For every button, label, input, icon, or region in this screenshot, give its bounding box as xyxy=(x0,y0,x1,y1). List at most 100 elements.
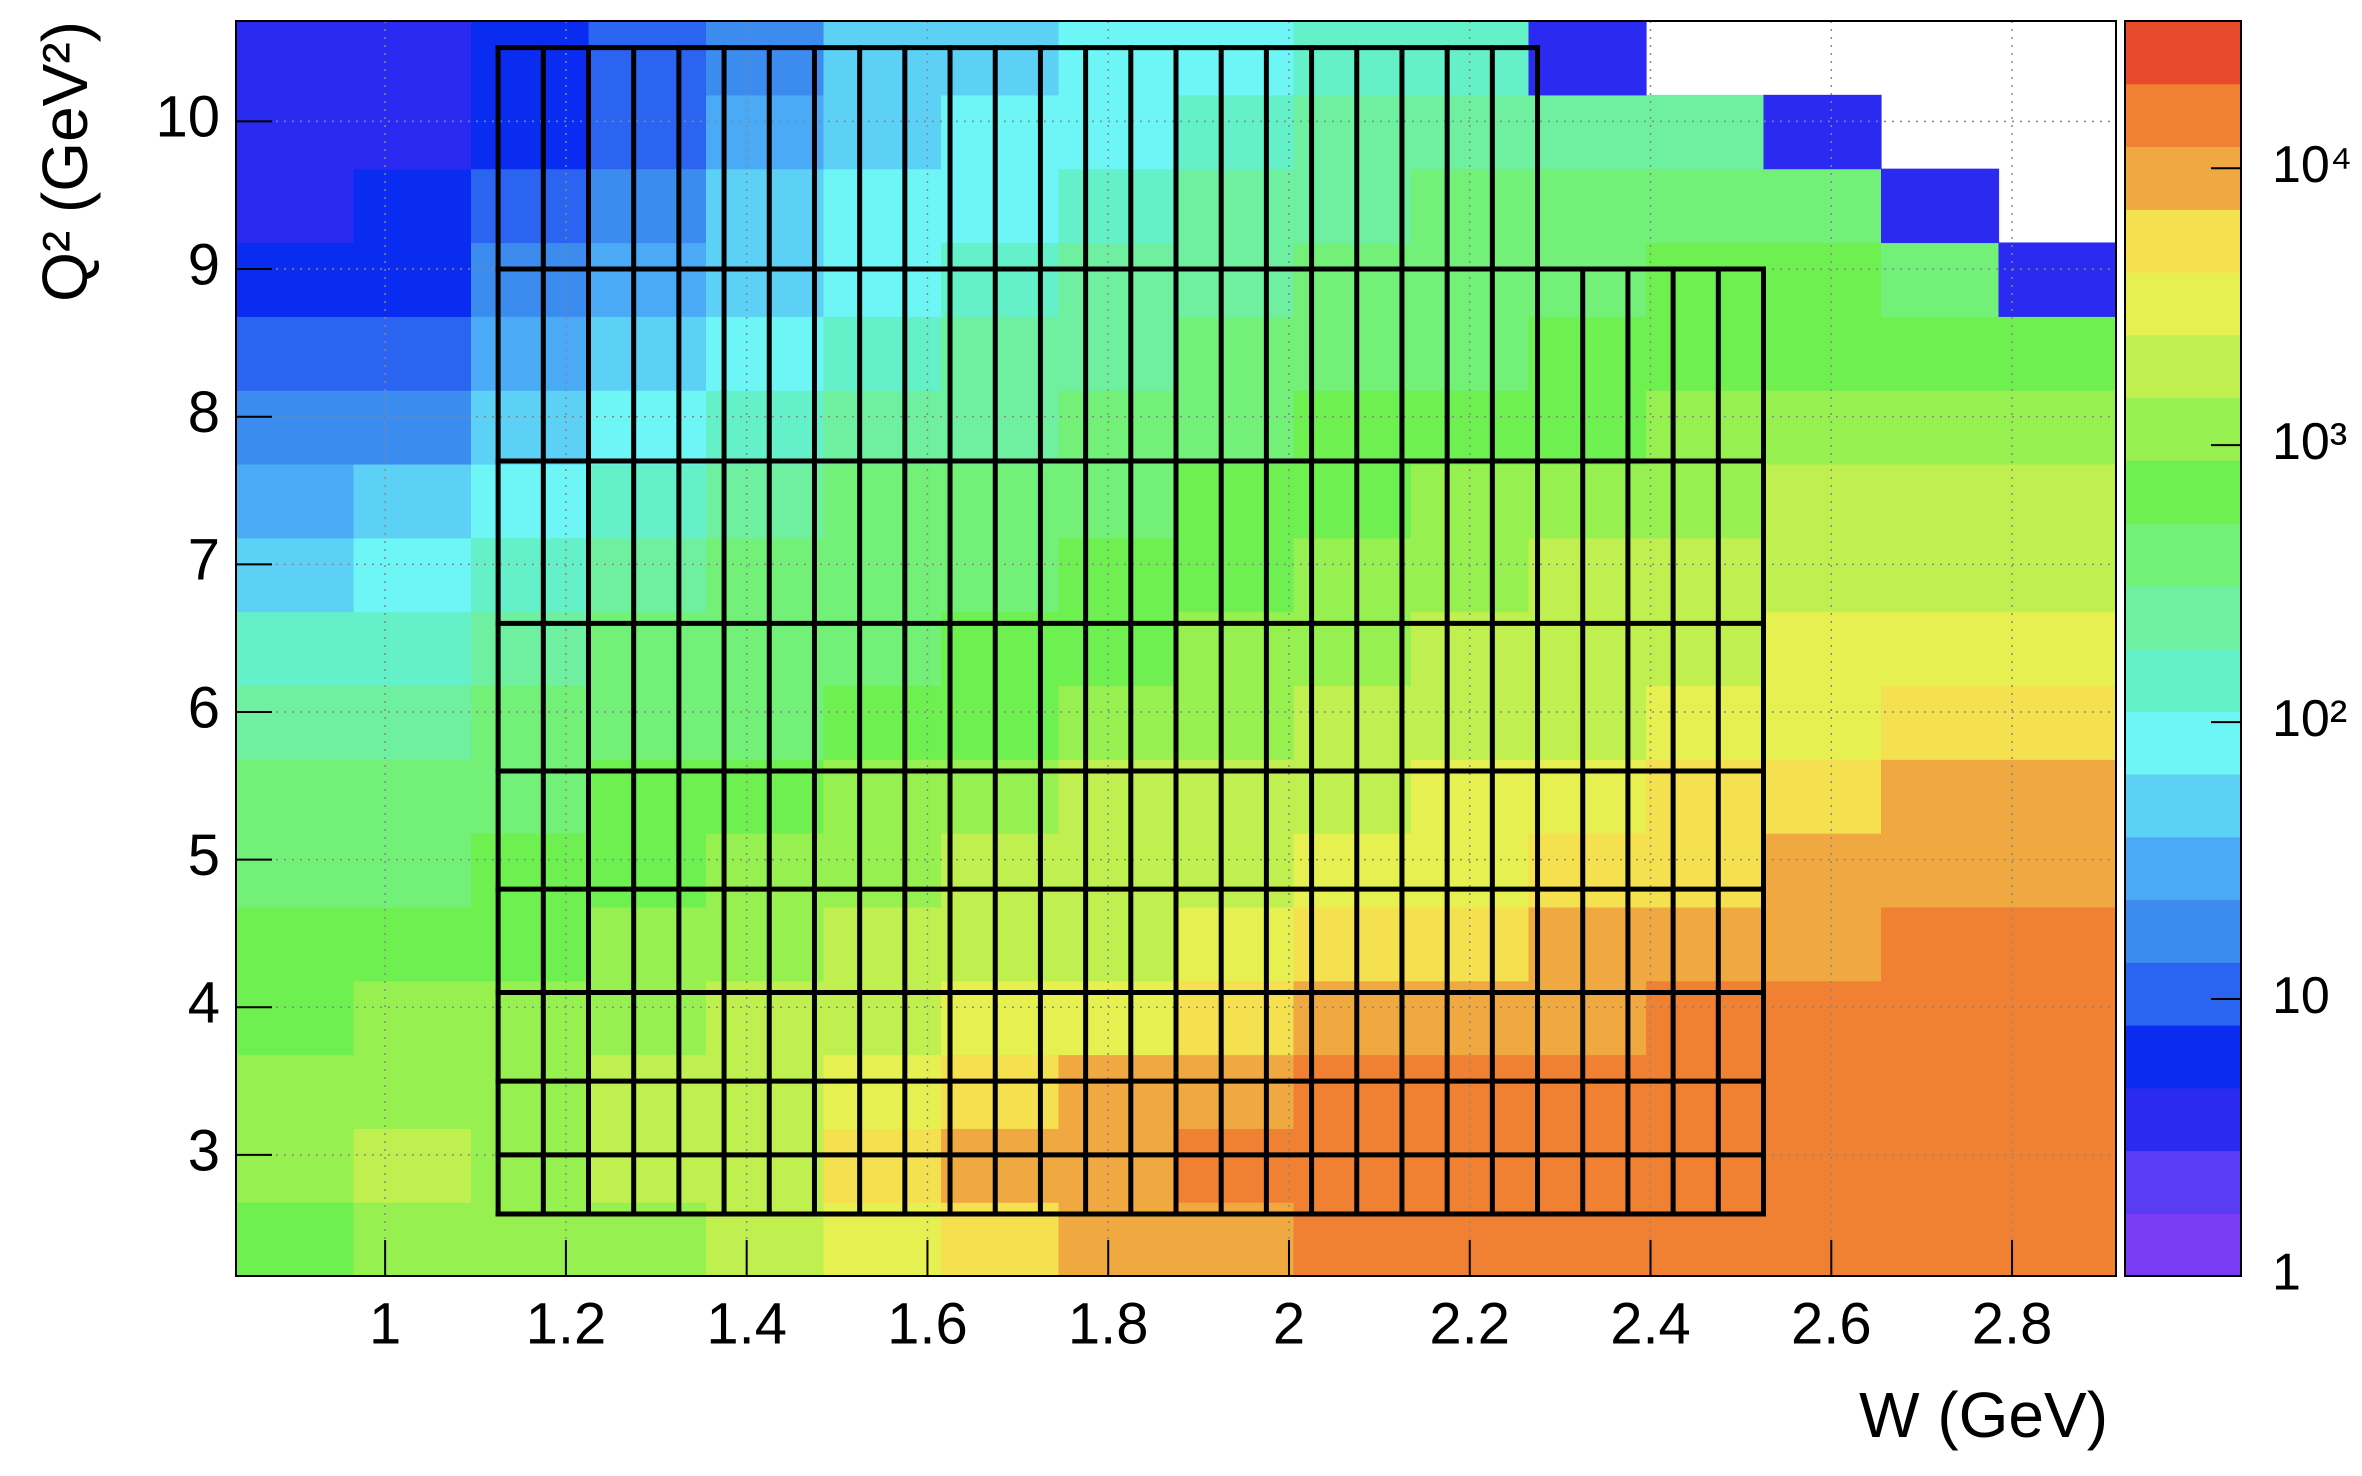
x-tick-label: 1.4 xyxy=(706,1291,787,1356)
heat-cell xyxy=(1998,1202,2117,1277)
heat-cell xyxy=(236,242,355,317)
y-axis-title: Q² (GeV²) xyxy=(29,21,101,302)
heat-cell xyxy=(353,94,472,170)
heat-cell xyxy=(471,1128,590,1203)
heat-cell xyxy=(1058,242,1177,317)
heat-cell xyxy=(1881,537,2000,613)
heat-cell xyxy=(236,611,355,687)
heat-cell xyxy=(236,21,355,96)
heat-cell xyxy=(1763,94,1882,170)
heat-cell xyxy=(588,242,707,317)
heat-cell xyxy=(1176,316,1295,391)
heat-cell xyxy=(1176,906,1295,982)
heat-cell xyxy=(1176,168,1295,244)
heat-cell xyxy=(1528,94,1647,170)
colorbar-band xyxy=(2125,774,2241,838)
heat-cell xyxy=(823,94,942,170)
heat-cell xyxy=(471,390,590,465)
heat-cell xyxy=(353,537,472,613)
heat-cell xyxy=(1998,833,2117,908)
heat-cell xyxy=(1998,759,2117,834)
colorbar-band xyxy=(2125,21,2241,85)
colorbar-band xyxy=(2125,397,2241,461)
heat-cell xyxy=(1763,1054,1882,1129)
x-tick-label: 2 xyxy=(1273,1291,1305,1356)
heat-cell xyxy=(823,21,942,96)
heat-cell xyxy=(1646,242,1765,317)
x-tick-label: 2.2 xyxy=(1429,1291,1510,1356)
heat-cell xyxy=(823,1054,942,1129)
heat-cell xyxy=(1646,537,1765,613)
heat-cell xyxy=(353,980,472,1056)
heat-cell xyxy=(1058,1054,1177,1129)
heat-cell xyxy=(1058,537,1177,613)
heat-cell xyxy=(353,1128,472,1203)
heat-cell xyxy=(1881,759,2000,834)
heat-cell xyxy=(353,1054,472,1129)
heat-cell xyxy=(588,21,707,96)
colorbar-band xyxy=(2125,272,2241,336)
heat-cell xyxy=(471,537,590,613)
colorbar-band xyxy=(2125,460,2241,524)
x-axis-title: W (GeV) xyxy=(1859,1379,2108,1451)
y-tick-label: 6 xyxy=(188,675,220,740)
heat-cell xyxy=(1881,1128,2000,1203)
heat-cell xyxy=(1881,611,2000,687)
heat-cell xyxy=(588,1128,707,1203)
heat-cell xyxy=(236,906,355,982)
heat-cell xyxy=(823,906,942,982)
colorbar-band xyxy=(2125,209,2241,273)
heat-cell xyxy=(1176,94,1295,170)
heat-cell xyxy=(1763,1202,1882,1277)
heat-cell xyxy=(1763,537,1882,613)
heat-cell xyxy=(1411,1054,1530,1129)
heat-cell xyxy=(1763,390,1882,465)
heat-cell xyxy=(823,685,942,760)
heat-cell xyxy=(236,685,355,760)
heat-cell xyxy=(471,168,590,244)
x-tick-label: 2.8 xyxy=(1972,1291,2053,1356)
heat-cell xyxy=(1058,685,1177,760)
heat-cell xyxy=(1058,833,1177,908)
heat-cell xyxy=(1763,759,1882,834)
colorbar-band xyxy=(2125,899,2241,963)
heat-cell xyxy=(1411,685,1530,760)
heat-cell xyxy=(1646,168,1765,244)
heat-cell xyxy=(588,463,707,539)
heat-cell xyxy=(353,242,472,317)
heat-cell xyxy=(1763,833,1882,908)
colorbar-band xyxy=(2125,83,2241,148)
heat-cell xyxy=(1646,685,1765,760)
heat-cell xyxy=(1646,94,1765,170)
colorbar-band xyxy=(2125,648,2241,712)
heat-cell xyxy=(1058,463,1177,539)
heat-cell xyxy=(236,980,355,1056)
heat-cell xyxy=(1176,833,1295,908)
heat-cell xyxy=(1528,168,1647,244)
heat-cell xyxy=(1176,1128,1295,1203)
heat-cell xyxy=(1998,316,2117,391)
heat-cell xyxy=(353,833,472,908)
heat-cell xyxy=(353,906,472,982)
heat-cell xyxy=(1763,611,1882,687)
heat-cell xyxy=(1881,685,2000,760)
colorbar-tick-label: 1 xyxy=(2272,1244,2301,1302)
heat-cell xyxy=(1646,1054,1765,1129)
heat-cell xyxy=(823,833,942,908)
heat-cell xyxy=(1058,390,1177,465)
heat-cell xyxy=(1881,833,2000,908)
heat-cell xyxy=(1998,537,2117,613)
heat-cell xyxy=(588,168,707,244)
heat-cell xyxy=(1058,316,1177,391)
heat-cell xyxy=(1646,1128,1765,1203)
colorbar-tick-label: 10⁴ xyxy=(2272,136,2352,194)
heat-cell xyxy=(1763,463,1882,539)
heat-cell xyxy=(1176,537,1295,613)
heat-cell xyxy=(353,759,472,834)
colorbar-band xyxy=(2125,585,2241,650)
heat-cell xyxy=(1763,242,1882,317)
heat-cell xyxy=(353,611,472,687)
heat-cell xyxy=(1881,242,2000,317)
heat-cell xyxy=(1646,463,1765,539)
